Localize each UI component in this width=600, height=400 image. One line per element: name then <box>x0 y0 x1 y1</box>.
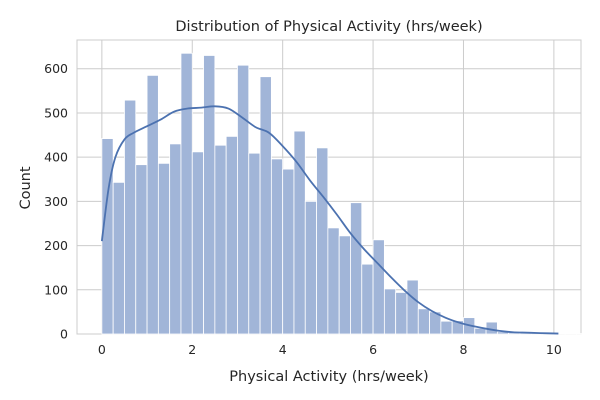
histogram-bar <box>146 74 159 335</box>
y-tick-label: 500 <box>44 105 68 120</box>
histogram-bar <box>316 147 329 335</box>
y-tick-label: 100 <box>44 282 68 297</box>
histogram-bar <box>112 181 125 335</box>
x-axis-label: Physical Activity (hrs/week) <box>229 369 428 385</box>
histogram-bar <box>157 162 171 335</box>
x-tick-label: 2 <box>188 342 196 357</box>
x-tick-label: 10 <box>546 342 562 357</box>
histogram-bar <box>361 263 374 335</box>
y-tick-label: 600 <box>44 61 68 76</box>
histogram-bar <box>406 279 419 335</box>
histogram-bar <box>237 64 250 335</box>
x-tick-label: 6 <box>369 342 377 357</box>
y-tick-label: 300 <box>44 194 68 209</box>
histogram-bar <box>191 151 204 335</box>
histogram-bar <box>327 227 340 335</box>
histogram-bar <box>135 164 148 335</box>
histogram-bar <box>214 144 227 335</box>
histogram-bar <box>383 288 397 335</box>
y-tick-label: 0 <box>60 327 68 342</box>
histogram-bar <box>169 143 182 335</box>
histogram-bar <box>259 76 272 335</box>
histogram-bar <box>225 135 238 335</box>
chart-title: Distribution of Physical Activity (hrs/w… <box>175 19 482 35</box>
histogram-bar <box>350 202 363 335</box>
histogram-bar <box>282 168 295 335</box>
y-axis-label: Count <box>18 166 34 209</box>
histogram-bar <box>248 152 261 335</box>
histogram-bar <box>338 235 351 335</box>
x-tick-label: 0 <box>98 342 106 357</box>
histogram-bars <box>101 52 589 335</box>
x-tick-label: 4 <box>279 342 287 357</box>
histogram-bar <box>417 308 430 335</box>
y-tick-label: 400 <box>44 150 68 165</box>
y-tick-label: 200 <box>44 238 68 253</box>
histogram-bar <box>440 320 453 335</box>
kde-line <box>100 105 559 335</box>
histogram-bar <box>304 200 317 335</box>
kde-curve <box>100 105 559 335</box>
histogram-bar <box>180 52 193 335</box>
histogram-bar <box>372 239 385 335</box>
histogram-bar <box>485 321 498 335</box>
histogram-bar <box>203 55 216 335</box>
x-tick-label: 8 <box>459 342 467 357</box>
histogram-bar <box>101 138 114 335</box>
histogram-bar <box>395 292 408 335</box>
histogram-bar <box>270 158 284 335</box>
